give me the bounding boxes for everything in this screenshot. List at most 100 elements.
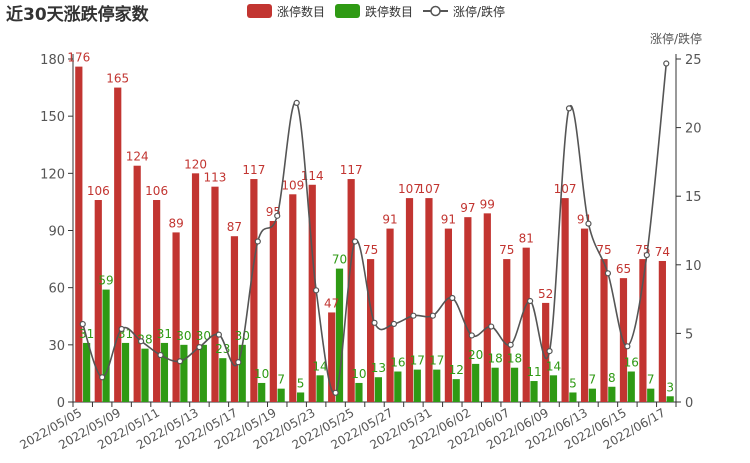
ratio-point[interactable] [663,60,670,67]
ratio-point[interactable] [468,332,475,339]
ratio-point[interactable] [390,320,398,328]
ratio-point[interactable] [99,374,106,381]
ratio-point[interactable] [274,212,281,219]
ratio-point[interactable] [604,270,612,277]
bar-limit-up[interactable] [522,247,530,402]
bar-limit-up[interactable] [328,312,336,402]
ratio-point[interactable] [254,238,261,245]
data-label-limit-down: 18 [487,352,502,366]
bar-limit-up[interactable] [172,232,180,402]
ratio-point[interactable] [293,99,300,107]
data-label-limit-down: 5 [297,376,305,390]
bar-limit-down[interactable] [335,268,344,402]
ratio-point[interactable] [546,347,553,355]
ratio-point[interactable] [196,344,203,351]
ratio-point[interactable] [137,338,145,345]
bar-limit-up[interactable] [250,179,258,402]
bar-limit-up[interactable] [133,165,141,402]
bar-limit-up[interactable] [542,302,550,402]
bar-limit-up[interactable] [405,198,414,402]
bar-limit-down[interactable] [180,344,188,402]
bar-limit-down[interactable] [627,371,635,402]
bar-limit-up[interactable] [153,200,161,402]
ratio-point[interactable] [565,105,573,112]
legend: 涨停数目 跌停数目 涨停/跌停 [247,4,505,19]
bar-limit-down[interactable] [569,392,577,402]
ratio-point[interactable] [118,325,125,333]
bar-limit-up[interactable] [269,220,277,402]
bar-limit-down[interactable] [549,375,558,402]
bar-limit-up[interactable] [386,228,394,402]
bar-limit-up[interactable] [367,259,375,402]
ratio-point[interactable] [371,319,378,326]
bar-limit-down[interactable] [355,382,363,402]
bar-limit-up[interactable] [94,200,102,402]
bar-limit-up[interactable] [483,213,491,402]
bar-limit-down[interactable] [277,388,285,402]
bar-limit-down[interactable] [83,342,91,402]
data-label-limit-down: 14 [546,359,561,373]
bar-limit-up[interactable] [211,186,219,402]
bar-limit-up[interactable] [561,198,569,402]
bar-limit-down[interactable] [472,363,480,402]
bar-limit-down[interactable] [219,358,227,402]
bar-limit-up[interactable] [425,198,433,402]
bar-limit-up[interactable] [658,260,666,402]
bar-limit-up[interactable] [503,259,511,402]
ratio-point[interactable] [79,320,86,328]
ratio-point[interactable] [449,294,456,302]
ratio-point[interactable] [332,389,339,396]
bar-limit-down[interactable] [452,379,460,402]
bar-limit-down[interactable] [666,396,674,402]
bar-limit-up[interactable] [347,179,355,402]
bar-limit-down[interactable] [530,381,538,402]
bar-limit-up[interactable] [444,228,453,402]
bar-limit-down[interactable] [199,344,207,402]
bar-limit-down[interactable] [374,377,382,402]
ratio-point[interactable] [157,351,164,359]
ratio-point[interactable] [351,238,359,245]
bar-limit-down[interactable] [160,342,169,402]
ratio-point[interactable] [410,312,417,319]
ratio-point[interactable] [429,312,436,319]
data-label-limit-up: 114 [301,169,324,183]
legend-item-ratio[interactable]: 涨停/跌停 [423,4,505,19]
bar-limit-up[interactable] [464,217,472,402]
bar-limit-up[interactable] [600,259,608,402]
bar-limit-up[interactable] [289,194,297,402]
bar-limit-up[interactable] [75,66,83,402]
ratio-point[interactable] [585,220,592,227]
legend-item-limit-down[interactable]: 跌停数目 [335,4,413,19]
bar-limit-down[interactable] [510,367,519,402]
ratio-point[interactable] [488,323,495,330]
bar-limit-down[interactable] [296,392,305,402]
bar-limit-down[interactable] [121,342,130,402]
bar-limit-up[interactable] [230,236,239,402]
bar-limit-down[interactable] [258,382,266,402]
bar-limit-down[interactable] [588,388,596,402]
bar-limit-down[interactable] [141,348,149,402]
bar-limit-down[interactable] [491,367,499,402]
ratio-point[interactable] [235,359,242,366]
ratio-point[interactable] [215,331,222,338]
ratio-point[interactable] [313,287,320,294]
ratio-point[interactable] [527,297,534,305]
bar-limit-up[interactable] [580,228,589,402]
bar-limit-down[interactable] [647,388,655,402]
ratio-point[interactable] [176,358,184,365]
bar-limit-down[interactable] [433,369,441,402]
bar-limit-down[interactable] [102,289,110,402]
ratio-point[interactable] [507,341,514,348]
ratio-point[interactable] [624,343,631,350]
bar-limit-down[interactable] [413,369,421,402]
bar-limit-up[interactable] [639,259,647,402]
bar-limit-up[interactable] [114,87,122,402]
bar-limit-down[interactable] [238,344,246,402]
bar-limit-down[interactable] [316,375,324,402]
bar-limit-down[interactable] [608,386,616,402]
ratio-point[interactable] [643,251,650,259]
bar-limit-up[interactable] [191,173,200,402]
bar-limit-down[interactable] [394,371,402,402]
legend-item-limit-up[interactable]: 涨停数目 [247,4,325,19]
bar-limit-up[interactable] [308,184,316,402]
